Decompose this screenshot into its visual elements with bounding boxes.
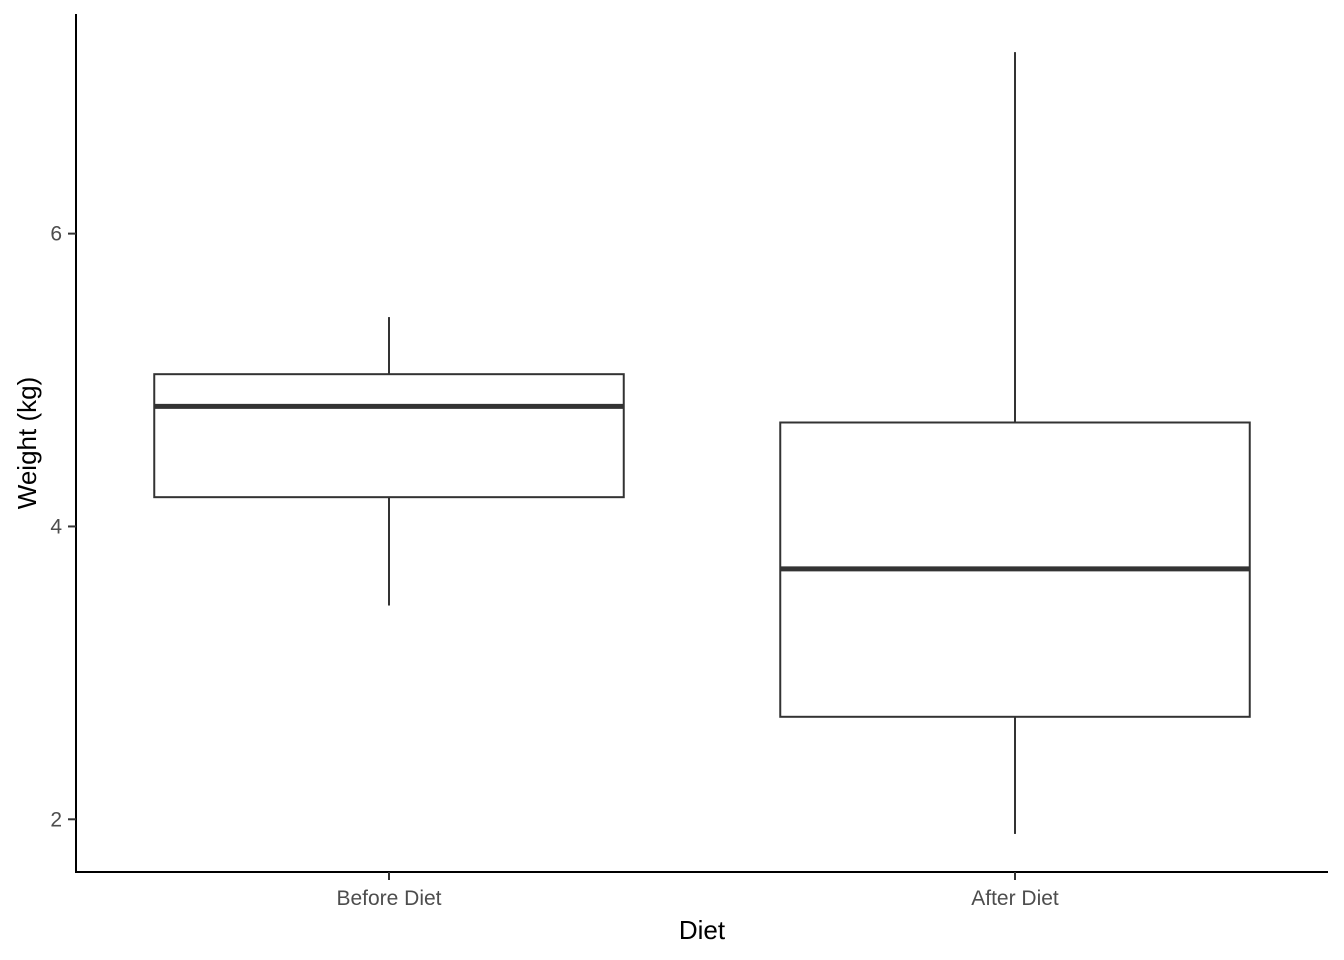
y-axis-ticks: 2 4 6	[50, 223, 76, 831]
boxes-layer	[153, 52, 1251, 834]
y-tick-label: 6	[50, 223, 62, 246]
x-tick-label: Before Diet	[336, 887, 441, 910]
y-tick-label: 2	[50, 808, 62, 831]
x-axis-ticks: Before Diet After Diet	[336, 872, 1059, 910]
y-axis-title: Weight (kg)	[12, 377, 42, 509]
box-group	[153, 317, 625, 606]
box-iqr	[153, 373, 625, 499]
x-axis-title: Diet	[679, 915, 726, 945]
box-group	[779, 52, 1251, 834]
x-tick-label: After Diet	[971, 887, 1059, 910]
y-tick-label: 4	[50, 515, 62, 538]
